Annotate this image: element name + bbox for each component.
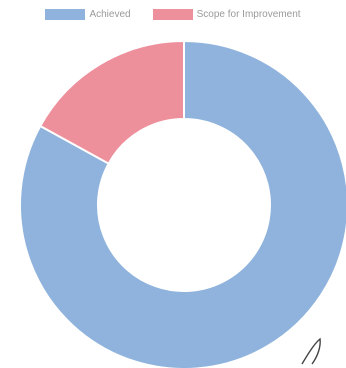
legend-swatch-achieved (45, 9, 86, 20)
legend-swatch-scope-for-improvement (152, 9, 193, 20)
donut-slice-achieved[interactable] (19, 39, 346, 368)
chart-legend: Achieved Scope for Improvement (0, 9, 346, 20)
legend-label-scope-for-improvement: Scope for Improvement (196, 9, 301, 20)
legend-label-achieved: Achieved (89, 9, 131, 20)
legend-item-scope-for-improvement[interactable]: Scope for Improvement (152, 9, 301, 20)
donut-slice-scope-for-improvement[interactable] (38, 39, 185, 165)
pen-stroke-mark (301, 337, 321, 365)
legend-item-achieved[interactable]: Achieved (45, 9, 131, 20)
